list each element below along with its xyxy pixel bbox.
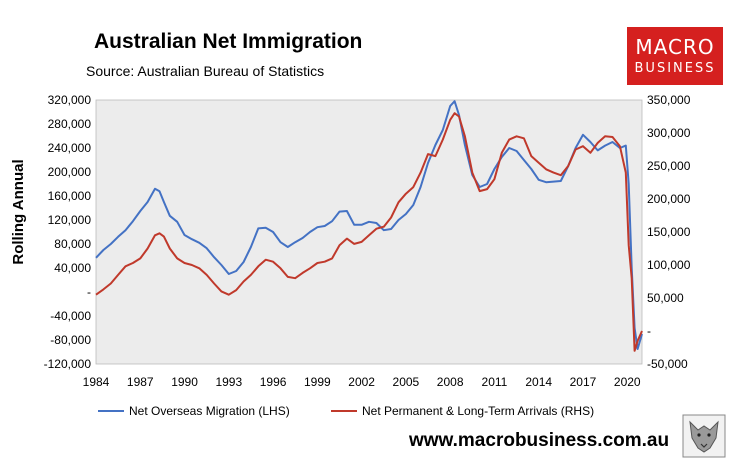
legend-label-2: Net Permanent & Long-Term Arrivals (RHS): [362, 404, 594, 418]
y2-tick-label: -50,000: [647, 357, 688, 371]
x-tick-label: 1996: [260, 375, 287, 389]
x-tick-label: 1999: [304, 375, 331, 389]
left-axis-ticks: 320,000 280,000 240,000 200,000 160,000 120,0…: [44, 93, 92, 371]
x-tick-label: 2017: [570, 375, 597, 389]
x-tick-label: 1990: [171, 375, 198, 389]
y-tick-label: 120,000: [48, 213, 92, 227]
x-tick-label: 1984: [83, 375, 110, 389]
logo-line-1: MACRO: [635, 35, 715, 59]
x-tick-label: 2008: [437, 375, 464, 389]
x-tick-label: 2014: [525, 375, 552, 389]
x-tick-label: 2011: [482, 375, 508, 389]
y-tick-label: 280,000: [48, 117, 92, 131]
y2-tick-label: 250,000: [647, 159, 691, 173]
y-axis-label: Rolling Annual: [10, 159, 27, 264]
series-line-net-permanent-long-term-arrivals: [95, 112, 643, 352]
y-tick-label: -80,000: [50, 333, 91, 347]
y-tick-label: 160,000: [48, 189, 92, 203]
y-tick-label: -40,000: [50, 309, 91, 323]
y-tick-label: 200,000: [48, 165, 92, 179]
y-tick-label: 240,000: [48, 141, 92, 155]
plot-area: [95, 99, 643, 365]
y2-tick-label: -: [647, 324, 651, 338]
y-tick-label: 40,000: [54, 261, 91, 275]
website-url: www.macrobusiness.com.au: [409, 430, 670, 451]
x-tick-label: 2002: [348, 375, 375, 389]
macrobusiness-logo: MACRO BUSINESS: [627, 27, 723, 85]
y-tick-label: 80,000: [54, 237, 91, 251]
right-axis-ticks: 350,000 300,000 250,000 200,000 150,000 100,0…: [647, 93, 691, 371]
x-tick-label: 1987: [127, 375, 154, 389]
y2-tick-label: 350,000: [647, 93, 691, 107]
x-tick-label: 2020: [614, 375, 641, 389]
y2-tick-label: 100,000: [647, 258, 691, 272]
chart-title: Australian Net Immigration: [94, 30, 363, 53]
y2-tick-label: 50,000: [647, 291, 684, 305]
x-axis-ticks: 1984 1987 1990 1993 1996 1999 2002 2005 2008 2011…: [83, 375, 641, 389]
wolf-crest-icon: [682, 414, 726, 458]
y-tick-label: -120,000: [44, 357, 92, 371]
y-tick-label: 320,000: [48, 93, 92, 107]
chart-source: Source: Australian Bureau of Statistics: [86, 63, 325, 79]
x-tick-label: 1993: [215, 375, 242, 389]
logo-line-2: BUSINESS: [634, 61, 716, 76]
y2-tick-label: 150,000: [647, 225, 691, 239]
y2-tick-label: 200,000: [647, 192, 691, 206]
y2-tick-label: 300,000: [647, 126, 691, 140]
legend: Net Overseas Migration (LHS) Net Permane…: [98, 404, 594, 418]
x-tick-label: 2005: [393, 375, 420, 389]
legend-label-1: Net Overseas Migration (LHS): [129, 404, 290, 418]
y-tick-label: -: [87, 285, 91, 299]
